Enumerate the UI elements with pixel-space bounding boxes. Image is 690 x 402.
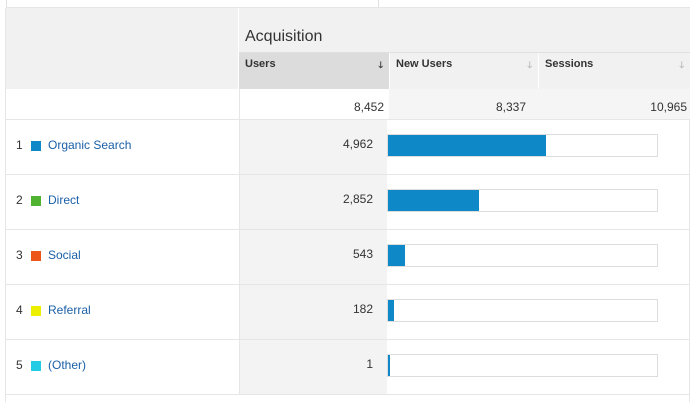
color-swatch — [31, 141, 41, 151]
users-bar-track — [387, 299, 658, 322]
row-index: 4 — [16, 303, 23, 317]
table-row: 1 Organic Search 4,962 — [6, 120, 690, 175]
total-sessions: 10,965 — [539, 89, 690, 119]
sort-arrow-down-icon[interactable]: 🡓 — [527, 60, 532, 70]
users-value: 182 — [352, 302, 373, 316]
color-swatch — [31, 196, 41, 206]
table-row: 3 Social 543 — [6, 230, 690, 285]
users-cell: 543 — [239, 230, 387, 284]
column-header-sessions[interactable]: Sessions 🡓 — [538, 53, 690, 89]
users-value: 4,962 — [342, 137, 373, 151]
top-divider-left — [6, 0, 7, 8]
sort-arrow-down-icon[interactable]: 🡓 — [679, 60, 684, 70]
column-header-new-users-label: New Users — [396, 58, 453, 70]
acquisition-group-title: Acquisition — [245, 28, 323, 45]
table-left-border — [5, 8, 6, 402]
users-value: 2,852 — [342, 192, 373, 206]
channel-link-direct[interactable]: Direct — [48, 193, 80, 207]
top-strip — [0, 0, 690, 8]
sort-arrow-down-icon[interactable]: 🡓 — [378, 60, 383, 70]
column-header-users-label: Users — [245, 58, 276, 70]
column-header-users[interactable]: Users 🡓 — [239, 53, 389, 89]
users-bar-track — [387, 354, 658, 377]
column-header-sessions-label: Sessions — [545, 58, 594, 70]
users-value: 1 — [366, 357, 373, 371]
table-row: 4 Referral 182 — [6, 285, 690, 340]
color-swatch — [31, 361, 41, 371]
row-index: 3 — [16, 248, 23, 262]
totals-row: 8,452 8,337 10,965 — [6, 89, 690, 120]
color-swatch — [31, 251, 41, 261]
total-new-users: 8,337 — [389, 89, 539, 119]
channel-link-organic-search[interactable]: Organic Search — [48, 138, 132, 152]
row-index: 2 — [16, 193, 23, 207]
total-users: 8,452 — [239, 89, 389, 119]
users-bar-fill — [388, 300, 394, 321]
metric-group-header: Acquisition Users 🡓 New Users 🡓 Sessions… — [239, 8, 690, 89]
column-header-new-users[interactable]: New Users 🡓 — [389, 53, 538, 89]
users-bar-fill — [388, 190, 479, 211]
users-cell: 2,852 — [239, 175, 387, 229]
table-row: 2 Direct 2,852 — [6, 175, 690, 230]
channel-link-social[interactable]: Social — [48, 248, 81, 262]
row-index: 1 — [16, 138, 23, 152]
users-value: 543 — [352, 247, 373, 261]
row-index: 5 — [16, 358, 23, 372]
users-cell: 182 — [239, 285, 387, 339]
users-bar-fill — [388, 135, 546, 156]
users-bar-track — [387, 134, 658, 157]
users-cell: 1 — [239, 340, 387, 394]
dimension-header — [6, 8, 239, 89]
channel-link-other[interactable]: (Other) — [48, 358, 87, 372]
table-body: 1 Organic Search 4,962 2 Direct 2,852 3 … — [6, 120, 690, 395]
users-cell: 4,962 — [239, 120, 387, 174]
users-bar-fill — [388, 245, 405, 266]
top-divider-mid — [378, 0, 379, 8]
users-bar-track — [387, 244, 658, 267]
table-header: Acquisition Users 🡓 New Users 🡓 Sessions… — [6, 8, 690, 89]
channel-link-referral[interactable]: Referral — [48, 303, 91, 317]
totals-dimension-cell — [6, 89, 239, 119]
group-divider — [239, 52, 690, 53]
top-divider-line — [6, 7, 690, 8]
table-row: 5 (Other) 1 — [6, 340, 690, 395]
users-bar-fill — [388, 355, 390, 376]
users-bar-track — [387, 189, 658, 212]
color-swatch — [31, 306, 41, 316]
